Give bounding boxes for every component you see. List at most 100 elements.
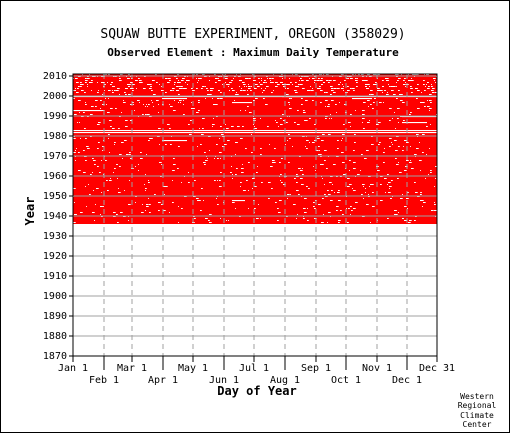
missing-day	[113, 172, 114, 173]
missing-day	[253, 80, 255, 81]
missing-data-gap	[73, 130, 437, 132]
missing-day	[87, 148, 89, 149]
missing-day	[139, 82, 141, 83]
missing-day	[328, 104, 330, 105]
missing-day	[85, 80, 88, 81]
missing-day	[145, 114, 147, 115]
missing-day	[428, 86, 430, 87]
missing-day	[328, 134, 331, 135]
chart-title: SQUAW BUTTE EXPERIMENT, OREGON (358029)	[100, 27, 405, 42]
y-tick-label: 1930	[43, 231, 67, 242]
missing-day	[98, 122, 101, 123]
missing-day	[202, 86, 205, 87]
missing-day	[383, 102, 384, 103]
missing-day	[297, 124, 300, 125]
missing-data-gap	[402, 122, 427, 124]
missing-day	[288, 84, 290, 85]
missing-day	[147, 84, 150, 85]
missing-day	[410, 88, 411, 89]
missing-day	[366, 88, 369, 89]
x-tick-label-upper: Dec 31	[419, 363, 455, 374]
missing-day	[159, 144, 160, 145]
missing-day	[93, 190, 94, 191]
missing-day	[263, 90, 265, 91]
missing-day	[342, 162, 345, 163]
missing-day	[165, 78, 168, 79]
missing-day	[97, 148, 99, 149]
missing-day	[224, 144, 227, 145]
missing-day	[149, 88, 152, 89]
missing-day	[215, 78, 218, 79]
missing-day	[74, 152, 76, 153]
missing-day	[161, 204, 163, 205]
missing-day	[227, 140, 230, 141]
missing-day	[258, 204, 259, 205]
missing-day	[321, 78, 323, 79]
missing-day	[414, 154, 417, 155]
missing-day	[229, 90, 230, 91]
missing-day	[180, 86, 181, 87]
missing-day	[303, 218, 305, 219]
missing-day	[434, 210, 437, 211]
missing-day	[209, 222, 212, 223]
missing-day	[292, 84, 293, 85]
missing-day	[323, 214, 324, 215]
missing-day	[420, 194, 422, 195]
missing-day	[183, 88, 186, 89]
missing-day	[395, 158, 397, 159]
missing-day	[314, 132, 315, 133]
missing-day	[353, 150, 355, 151]
missing-day	[337, 148, 339, 149]
missing-day	[295, 86, 298, 87]
missing-day	[282, 78, 283, 79]
missing-day	[365, 192, 366, 193]
missing-day	[318, 146, 320, 147]
missing-day	[78, 170, 81, 171]
missing-day	[188, 172, 189, 173]
missing-day	[404, 78, 406, 79]
missing-day	[119, 78, 121, 79]
credit-line-3: Climate	[460, 411, 494, 420]
missing-day	[117, 88, 120, 89]
missing-day	[283, 184, 286, 185]
missing-day	[384, 148, 385, 149]
missing-day	[152, 102, 153, 103]
missing-day	[408, 80, 411, 81]
missing-day	[109, 180, 112, 181]
missing-day	[377, 170, 380, 171]
missing-day	[194, 180, 196, 181]
missing-day	[141, 212, 144, 213]
missing-day	[336, 206, 339, 207]
missing-day	[178, 94, 180, 95]
missing-day	[331, 100, 334, 101]
missing-day	[267, 126, 269, 127]
missing-day	[77, 88, 79, 89]
x-tick-label-lower: Oct 1	[331, 375, 361, 386]
missing-day	[102, 206, 103, 207]
missing-day	[353, 90, 355, 91]
missing-day	[130, 82, 133, 83]
missing-day	[75, 90, 76, 91]
missing-day	[304, 120, 305, 121]
missing-day	[410, 86, 412, 87]
missing-day	[243, 190, 246, 191]
missing-day	[213, 104, 216, 105]
missing-day	[97, 92, 99, 93]
missing-day	[112, 128, 115, 129]
missing-day	[341, 88, 344, 89]
missing-day	[320, 102, 322, 103]
missing-data-gap	[73, 132, 437, 134]
missing-day	[178, 80, 179, 81]
missing-day	[218, 80, 221, 81]
missing-day	[161, 164, 162, 165]
missing-day	[320, 164, 323, 165]
missing-day	[383, 130, 384, 131]
missing-day	[89, 194, 91, 195]
missing-day	[147, 106, 148, 107]
missing-day	[395, 214, 398, 215]
missing-day	[128, 78, 130, 79]
missing-day	[89, 82, 90, 83]
missing-day	[350, 114, 352, 115]
missing-day	[324, 150, 327, 151]
missing-day	[319, 154, 322, 155]
